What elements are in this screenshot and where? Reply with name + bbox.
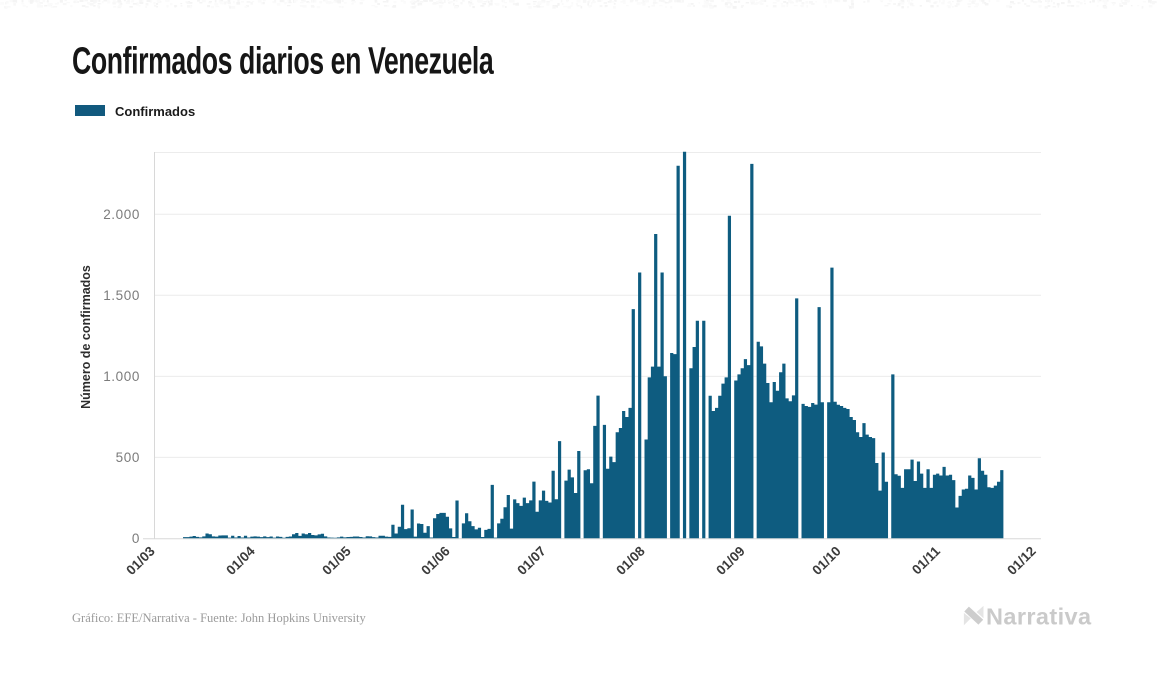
- svg-text:Narrativa: Narrativa: [986, 604, 1092, 630]
